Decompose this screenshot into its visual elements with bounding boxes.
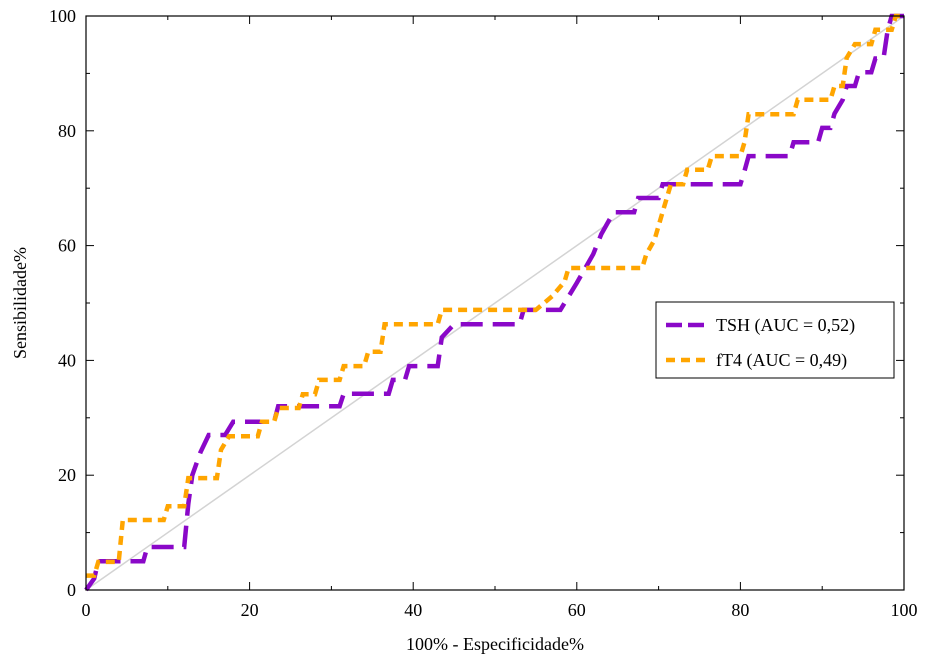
y-tick-label: 20: [58, 465, 76, 485]
y-axis-label: Sensibilidade%: [10, 247, 30, 359]
x-tick-label: 100: [891, 600, 918, 620]
y-tick-label: 40: [58, 350, 76, 370]
reference-line-layer: [85, 15, 905, 591]
legend: TSH (AUC = 0,52) fT4 (AUC = 0,49): [655, 301, 895, 379]
reference-diagonal-line: [85, 15, 905, 591]
x-tick-label: 20: [241, 600, 259, 620]
series-layer: [84, 13, 904, 592]
series-line-tsh: [84, 13, 904, 592]
legend-label-ft4: fT4 (AUC = 0,49): [716, 350, 847, 371]
series-line-ft4: [86, 13, 904, 578]
y-tick-label: 80: [58, 121, 76, 141]
x-tick-label: 0: [82, 600, 91, 620]
y-tick-label: 60: [58, 236, 76, 256]
x-tick-label: 40: [404, 600, 422, 620]
x-tick-label: 80: [731, 600, 749, 620]
legend-label-tsh: TSH (AUC = 0,52): [716, 315, 855, 336]
legend-box: [655, 301, 895, 379]
x-axis-label: 100% - Especificidade%: [406, 634, 584, 654]
y-tick-label: 100: [49, 6, 76, 26]
x-tick-label: 60: [568, 600, 586, 620]
ticks-layer: 0 20 40 60 80 100 0 20 40 60 80 100: [49, 6, 918, 620]
y-tick-label: 0: [67, 580, 76, 600]
